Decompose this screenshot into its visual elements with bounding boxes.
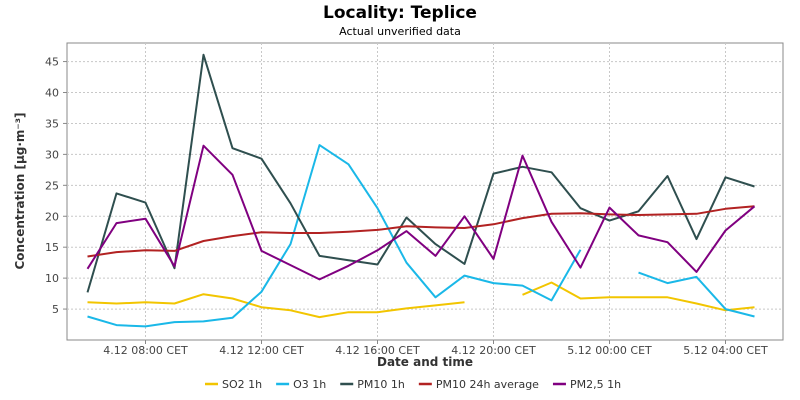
series-pm2-5-1h [86,144,756,281]
series-line [87,144,582,328]
y-tick-label: 35 [45,117,59,130]
series-so2-1h [87,281,755,319]
series-line [87,293,465,319]
y-tick-label: 20 [45,210,59,223]
series-pm10-24h-average [87,205,755,258]
legend-label: SO2 1h [222,378,262,391]
y-tick-label: 40 [45,87,59,100]
series-line [86,53,755,293]
y-tick-label: 25 [45,179,59,192]
x-tick-label: 5.12 00:00 CET [567,344,652,357]
y-tick-label: 5 [52,303,59,316]
legend: SO2 1h O3 1h PM10 1h PM10 24h average PM2,5 … [205,378,621,391]
legend-item: O3 1h [276,378,326,391]
chart-subtitle: Actual unverified data [339,25,461,38]
axis-ticks: 5 10 15 20 25 30 35 40 45 4.12 08:00 CET 4.12 12:0… [45,56,768,357]
x-axis-label: Date and time [377,355,473,369]
series-line [86,144,756,281]
series-line [638,271,755,318]
series-lines [86,53,756,328]
grid-lines [67,43,783,340]
legend-item: PM10 24h average [418,378,539,391]
x-tick-label: 4.12 08:00 CET [103,344,188,357]
legend-label: PM2,5 1h [570,378,621,391]
y-tick-label: 45 [45,56,59,69]
legend-item: PM10 1h [340,378,405,391]
y-tick-label: 15 [45,241,59,254]
legend-item: PM2,5 1h [552,378,621,391]
x-tick-label: 5.12 04:00 CET [683,344,768,357]
x-tick-label: 4.12 20:00 CET [451,344,536,357]
x-tick-label: 4.12 12:00 CET [219,344,304,357]
series-line [87,205,755,258]
chart-title: Locality: Teplice [323,3,477,23]
series-o3-1h [87,144,755,328]
legend-label: O3 1h [293,378,326,391]
series-line [522,281,755,312]
series-pm10-1h [86,53,755,293]
y-axis-label: Concentration [µg·m⁻³] [13,113,27,270]
legend-label: PM10 24h average [436,378,539,391]
legend-label: PM10 1h [357,378,405,391]
y-tick-label: 10 [45,272,59,285]
x-tick-label: 4.12 16:00 CET [335,344,420,357]
legend-item: SO2 1h [205,378,262,391]
y-tick-label: 30 [45,148,59,161]
